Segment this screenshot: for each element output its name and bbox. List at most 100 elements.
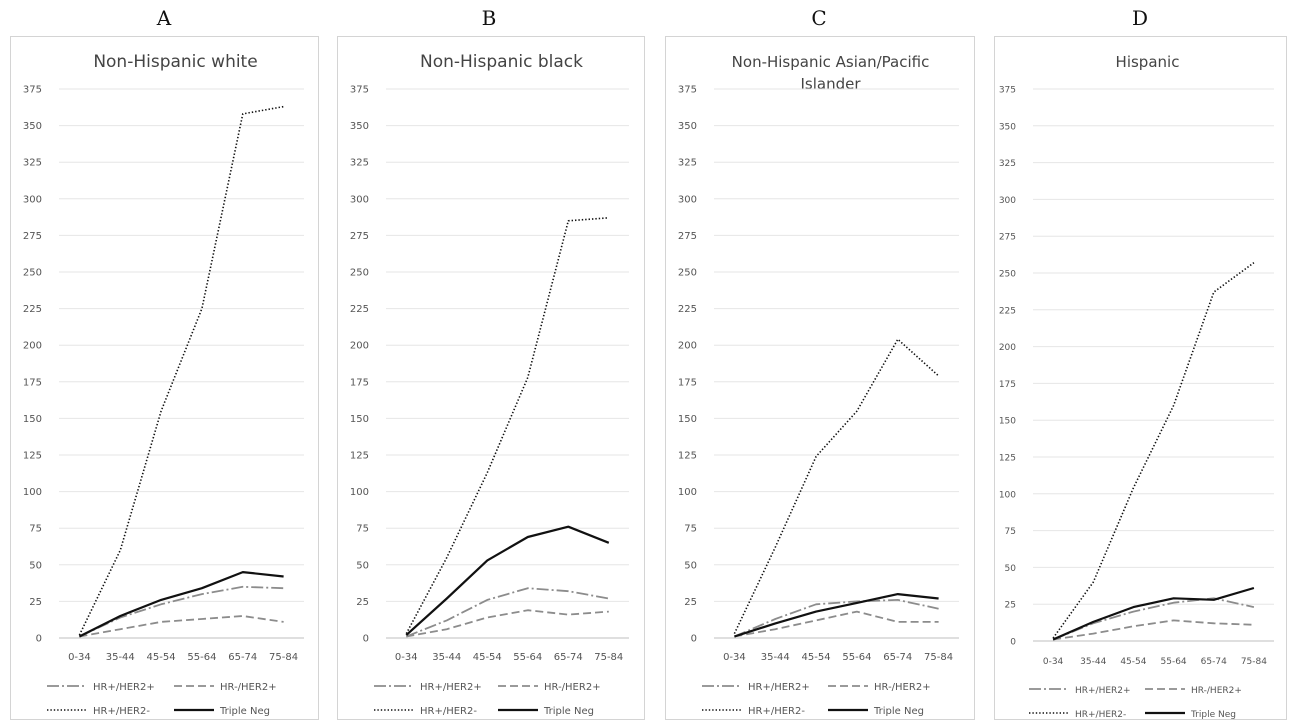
y-tick-label: 175 [350,377,369,388]
y-tick-label: 350 [999,122,1016,132]
y-tick-label: 375 [678,85,697,96]
y-tick-label: 175 [999,380,1016,390]
x-tick-label: 0-34 [1043,657,1064,667]
y-tick-label: 325 [23,158,42,169]
x-tick-label: 0-34 [395,652,418,663]
y-tick-label: 0 [36,634,42,645]
legend-label: Triple Neg [1190,710,1236,719]
x-tick-label: 35-44 [761,652,790,663]
series-line-hr-her2 [733,338,940,634]
chart-title: Non-Hispanic white [93,52,257,72]
y-tick-label: 100 [999,490,1016,500]
x-tick-label: 75-84 [924,652,953,663]
x-tick-label: 0-34 [68,652,91,663]
panel-letter-a: A [156,6,172,30]
y-tick-label: 0 [1010,638,1016,648]
x-tick-label: 75-84 [269,652,298,663]
chart-panel-d: Hispanic 0 25 50 75 100 125 150 175 200 225 250 275 3… [994,36,1287,720]
series-line-hr-her2 [405,217,609,634]
panel-letter-d: D [1131,6,1149,30]
x-tick-label: 55-64 [842,652,871,663]
y-tick-label: 150 [23,414,42,425]
y-tick-label: 25 [356,597,369,608]
legend-label: HR-/HER2+ [1191,686,1242,696]
chart-panel-b: Non-Hispanic black 0 25 50 75 100 125 150 175 200… [337,36,645,720]
series-line-triple-neg [78,570,284,638]
x-tick-label: 75-84 [1241,657,1267,667]
x-tick-label: 55-64 [513,652,542,663]
x-tick-label: 45-54 [1120,657,1146,667]
y-tick-label: 25 [29,597,42,608]
y-tick-label: 125 [999,454,1016,464]
legend-label: HR+/HER2- [93,706,150,717]
y-tick-label: 250 [678,268,697,279]
y-tick-label: 175 [678,377,697,388]
y-tick-label: 275 [999,233,1016,243]
y-tick-label: 0 [691,634,697,645]
y-tick-label: 375 [999,86,1016,96]
y-tick-label: 125 [350,451,369,462]
x-tick-label: 65-74 [883,652,912,663]
series-line-triple-neg [1052,586,1255,641]
y-tick-label: 350 [23,121,42,132]
series-line-hr-her2 [1052,619,1254,641]
y-tick-label: 50 [684,560,697,571]
y-tick-label: 150 [678,414,697,425]
y-tick-label: 300 [350,194,369,205]
legend-label: HR-/HER2+ [874,682,931,693]
chart-title: Non-Hispanic black [420,52,583,72]
x-tick-label: 55-64 [187,652,216,663]
y-tick-label: 125 [23,451,42,462]
x-tick-label: 35-44 [1080,657,1106,667]
series-line-hr-her2 [78,105,284,636]
legend-label: HR+/HER2+ [1075,686,1131,696]
y-tick-label: 25 [684,597,697,608]
y-tick-label: 200 [350,341,369,352]
legend-label: HR+/HER2+ [748,682,810,693]
y-tick-label: 175 [23,377,42,388]
y-tick-label: 275 [678,231,697,242]
y-tick-label: 125 [678,451,697,462]
y-tick-label: 100 [350,487,369,498]
x-tick-label: 45-54 [147,652,176,663]
y-tick-label: 350 [350,121,369,132]
y-tick-label: 75 [356,524,369,535]
y-tick-label: 225 [678,304,697,315]
legend-label: HR+/HER2- [1075,710,1126,719]
y-tick-label: 250 [999,270,1016,280]
y-tick-label: 350 [678,121,697,132]
y-tick-label: 300 [999,196,1016,206]
legend-label: HR+/HER2- [748,706,805,717]
x-tick-label: 35-44 [106,652,135,663]
legend-label: Triple Neg [543,706,594,717]
y-tick-label: 325 [999,159,1016,169]
y-tick-label: 100 [678,487,697,498]
y-tick-label: 150 [999,417,1016,427]
y-tick-label: 325 [350,158,369,169]
y-tick-label: 75 [1005,527,1016,537]
legend-label: Triple Neg [873,706,924,717]
chart-d: Hispanic 0 25 50 75 100 125 150 175 200 225 250 275 3… [999,53,1274,720]
series-line-hr-her2 [79,585,284,638]
series-line-hr-her2 [734,610,939,638]
series-line-hr-her2 [1052,262,1255,639]
y-tick-label: 50 [1005,564,1017,574]
legend-label: Triple Neg [219,706,270,717]
y-tick-label: 250 [350,268,369,279]
y-tick-label: 75 [684,524,697,535]
y-tick-label: 200 [678,341,697,352]
y-tick-label: 275 [23,231,42,242]
y-tick-label: 200 [999,343,1016,353]
x-tick-label: 65-74 [554,652,583,663]
chart-c: Non-Hispanic Asian/Pacific Islander 0 25 50 7… [678,53,959,717]
y-tick-label: 375 [23,85,42,96]
x-tick-label: 65-74 [228,652,257,663]
x-tick-label: 0-34 [723,652,746,663]
y-tick-label: 300 [23,194,42,205]
legend-label: HR-/HER2+ [220,682,277,693]
y-tick-label: 225 [999,306,1016,316]
legend-label: HR-/HER2+ [544,682,601,693]
y-tick-label: 75 [29,524,42,535]
y-tick-label: 200 [23,341,42,352]
chart-a: Non-Hispanic white 0 25 50 75 100 125 150 175 200… [23,52,304,717]
